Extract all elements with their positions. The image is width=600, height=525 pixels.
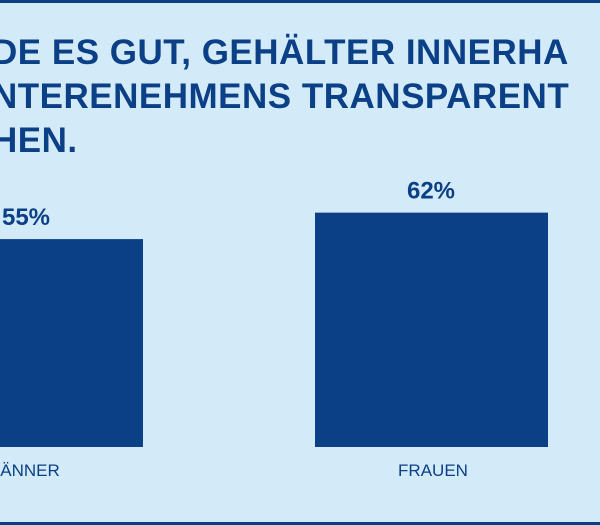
category-label-1: ÄNNER xyxy=(0,461,60,480)
bar-value-label-2: 62% xyxy=(407,178,455,205)
title-line-2: NTERENEHMENS TRANSPARENT xyxy=(0,77,570,116)
bar-value-label-1: 55% xyxy=(2,204,50,231)
bar-2 xyxy=(315,212,548,447)
title-line-1: DE ES GUT, GEHÄLTER INNERHA xyxy=(0,33,569,72)
category-label-2: FRAUEN xyxy=(398,461,468,480)
bar-1 xyxy=(0,239,143,447)
top-border xyxy=(0,0,600,3)
chart-title: DE ES GUT, GEHÄLTER INNERHA NTERENEHMENS… xyxy=(0,31,600,163)
bottom-border xyxy=(0,522,600,525)
title-line-3: HEN. xyxy=(0,121,78,160)
